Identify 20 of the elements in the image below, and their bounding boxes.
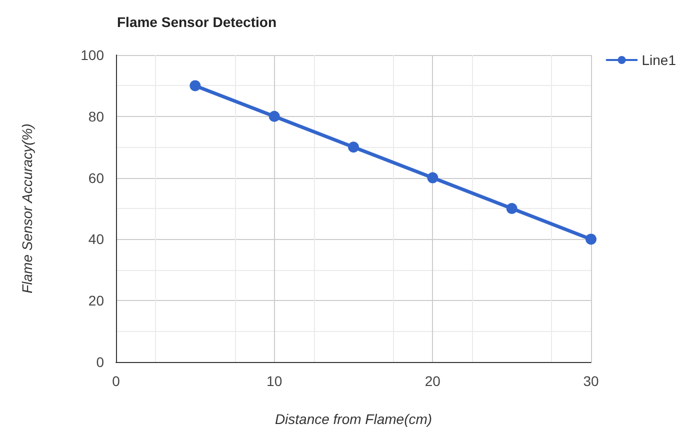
y-tick-label: 0 <box>96 354 104 370</box>
x-axis-title: Distance from Flame(cm) <box>274 411 432 427</box>
y-tick-label: 60 <box>88 170 104 186</box>
y-tick-label: 80 <box>88 108 104 124</box>
x-tick-label: 0 <box>112 373 120 389</box>
chart-title: Flame Sensor Detection <box>117 14 276 30</box>
point <box>348 142 359 153</box>
y-axis-title: Flame Sensor Accuracy(%) <box>19 124 35 294</box>
y-tick-label: 20 <box>88 292 104 309</box>
legend-label: Line1 <box>642 52 676 68</box>
x-tick-label: 10 <box>266 373 282 389</box>
x-tick-label: 30 <box>583 373 599 389</box>
point <box>506 203 518 214</box>
x-tick-label: 20 <box>424 373 441 389</box>
point <box>427 172 438 184</box>
y-tick-label: 100 <box>80 47 104 63</box>
point <box>190 80 201 92</box>
point <box>268 110 280 122</box>
y-tick-label: 40 <box>88 231 104 248</box>
point <box>586 234 596 245</box>
